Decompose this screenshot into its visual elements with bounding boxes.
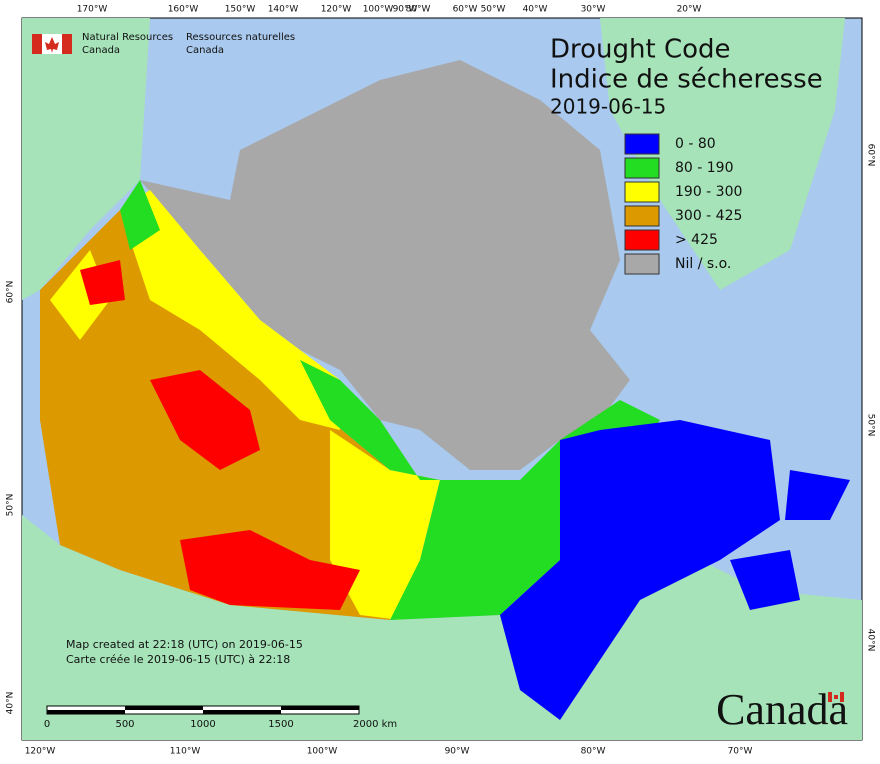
wordmark: Canada [716,685,848,734]
zone-blue-nl [785,470,850,520]
top-lon-label: 170°W [77,5,108,15]
scale-label: 0 [44,719,50,730]
scale-seg [125,706,203,710]
right-lat-label: 40°N [866,629,876,652]
alaska [22,18,150,300]
scale-label: 1000 [190,719,215,730]
scale-label: 2000 km [353,719,397,730]
flag-bar [32,34,42,54]
top-lon-label: 160°W [168,5,199,15]
left-lat-label: 60°N [6,281,16,304]
title-fr: Indice de sécheresse [550,65,823,95]
title-en: Drought Code [550,35,731,65]
legend-label: > 425 [675,232,718,248]
greenland [600,18,845,290]
flag-bar [62,34,72,54]
scale-label: 500 [115,719,134,730]
legend-swatch [624,229,660,251]
scale-labels: 0 500 1000 1500 2000 km [44,719,397,730]
agency-en: Natural Resources [82,32,173,43]
top-lon-label: 140°W [268,5,299,15]
left-lat-label: 50°N [6,494,16,517]
legend-label: 80 - 190 [675,160,734,176]
north-nil [140,60,630,470]
note: Carte créée le 2019-06-15 (UTC) à 22:18 [66,653,290,666]
bottom-lon-label: 80°W [581,747,606,757]
graticule-labels: 170°W 160°W 150°W 140°W 120°W 100°W 90°W80°W 60… [6,5,876,757]
top-lon-label: 30°W [581,5,606,15]
agency-fr: Canada [186,45,224,56]
zone-blue [500,420,780,720]
zone-red-s [180,530,360,610]
bottom-lon-label: 100°W [307,747,338,757]
legend-swatch [624,181,660,203]
zone-green-nw [120,180,160,250]
legend-label: Nil / s.o. [675,256,731,272]
agency-en: Canada [82,45,120,56]
zone-green [300,360,660,620]
land [22,18,862,740]
legend: 0 - 80 80 - 190 190 - 300 300 - 425 > 425 Nil… [624,133,742,275]
bottom-lon-label: 110°W [170,747,201,757]
legend-swatch [624,205,660,227]
top-lon-label: 20°W [677,5,702,15]
right-lat-label: 50°N [866,414,876,437]
legend-swatch [624,157,660,179]
scale-seg [203,710,281,714]
zone-blue-ns [730,550,800,610]
zone-red-n [80,260,125,305]
flag-leaf [45,37,59,53]
top-lon-label: 50°W [481,5,506,15]
top-lon-label: 90°W [393,5,418,15]
zone-red-c [150,370,260,470]
top-lon-label: 80°W [406,5,431,15]
title-date: 2019-06-15 [550,95,666,119]
flag-bar [828,692,832,702]
right-lat-label: 60°N [866,144,876,167]
legend-label: 300 - 425 [675,208,742,224]
canada-flag [32,34,72,54]
top-lon-label: 40°W [523,5,548,15]
top-lon-label: 120°W [321,5,352,15]
note: Map created at 22:18 (UTC) on 2019-06-15 [66,638,303,651]
scale-label: 1500 [268,719,293,730]
top-lon-label: 60°W [453,5,478,15]
flag-leaf [834,695,838,699]
legend-swatch [624,253,660,275]
bottom-lon-label: 90°W [445,747,470,757]
wordmark-flag [828,692,844,702]
scale-seg [47,710,125,714]
scale-bar [46,705,360,715]
legend-label: 190 - 300 [675,184,742,200]
top-lon-label: 150°W [225,5,256,15]
legend-swatch [624,133,660,155]
left-lat-label: 40°N [6,692,16,715]
bottom-lon-label: 120°W [25,747,56,757]
scale-seg [281,706,359,710]
flag-bar [840,692,844,702]
agency-fr: Ressources naturelles [186,32,295,43]
legend-label: 0 - 80 [675,136,716,152]
zone-yellow-n [120,190,340,430]
bottom-lon-label: 70°W [728,747,753,757]
top-lon-label: 100°W [363,5,394,15]
